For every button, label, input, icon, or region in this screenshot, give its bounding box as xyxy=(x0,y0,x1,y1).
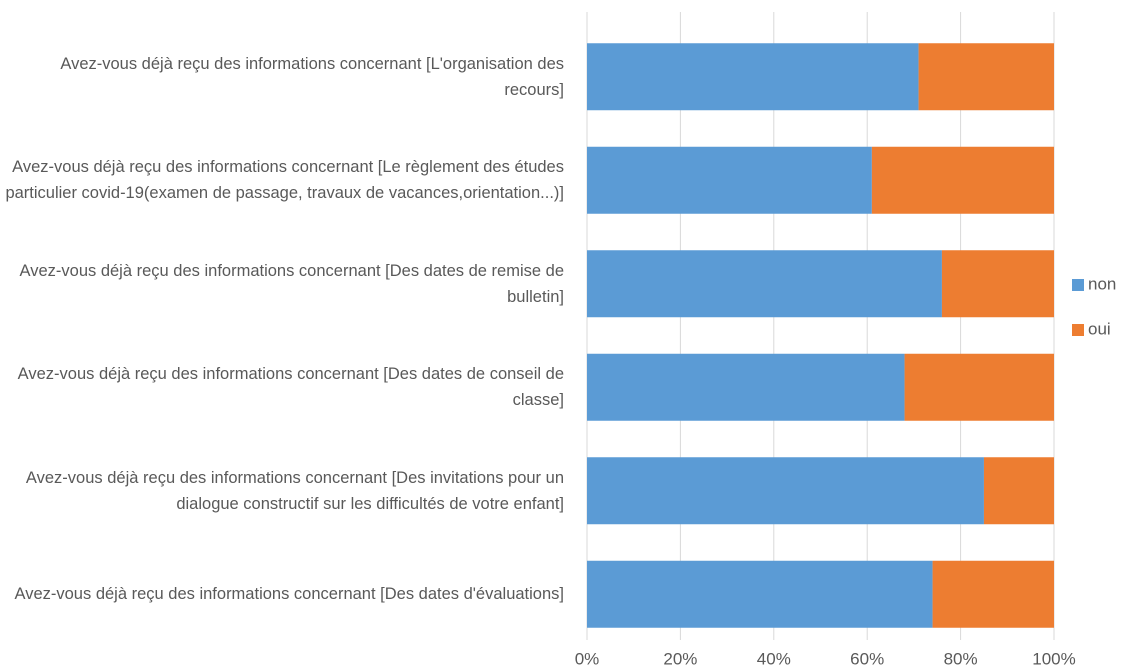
category-text: Avez-vous déjà reçu des informations con… xyxy=(17,365,564,410)
bar-segment xyxy=(587,250,942,318)
category-text: Avez-vous déjà reçu des informations con… xyxy=(5,158,564,203)
x-tick-label: 80% xyxy=(944,649,978,668)
category-label: Avez-vous déjà reçu des informations con… xyxy=(4,337,564,437)
bar-segment xyxy=(941,250,1054,318)
category-label: Avez-vous déjà reçu des informations con… xyxy=(4,130,564,230)
legend-swatch xyxy=(1072,324,1084,336)
category-label: Avez-vous déjà reçu des informations con… xyxy=(4,441,564,541)
bar-segment xyxy=(904,353,1054,421)
category-label: Avez-vous déjà reçu des informations con… xyxy=(4,544,565,644)
category-label: Avez-vous déjà reçu des informations con… xyxy=(4,234,564,334)
category-text: Avez-vous déjà reçu des informations con… xyxy=(60,54,564,99)
category-label: Avez-vous déjà reçu des informations con… xyxy=(4,27,564,127)
bar-segment xyxy=(871,146,1054,214)
x-tick-label: 20% xyxy=(663,649,697,668)
bar-segment xyxy=(918,43,1054,111)
legend-label: non xyxy=(1088,274,1116,293)
legend-swatch xyxy=(1072,279,1084,291)
category-text: Avez-vous déjà reçu des informations con… xyxy=(19,261,564,306)
bar-segment xyxy=(587,43,919,111)
bar-segment xyxy=(587,457,984,525)
x-tick-label: 100% xyxy=(1032,649,1075,668)
x-tick-label: 40% xyxy=(757,649,791,668)
bar-segment xyxy=(587,353,905,421)
x-tick-label: 0% xyxy=(575,649,600,668)
category-text: Avez-vous déjà reçu des informations con… xyxy=(14,585,565,604)
category-text: Avez-vous déjà reçu des informations con… xyxy=(25,468,564,513)
bar-segment xyxy=(587,560,933,628)
bar-segment xyxy=(983,457,1054,525)
legend-label: oui xyxy=(1088,319,1111,338)
bar-segment xyxy=(932,560,1054,628)
x-tick-label: 60% xyxy=(850,649,884,668)
bar-segment xyxy=(587,146,872,214)
